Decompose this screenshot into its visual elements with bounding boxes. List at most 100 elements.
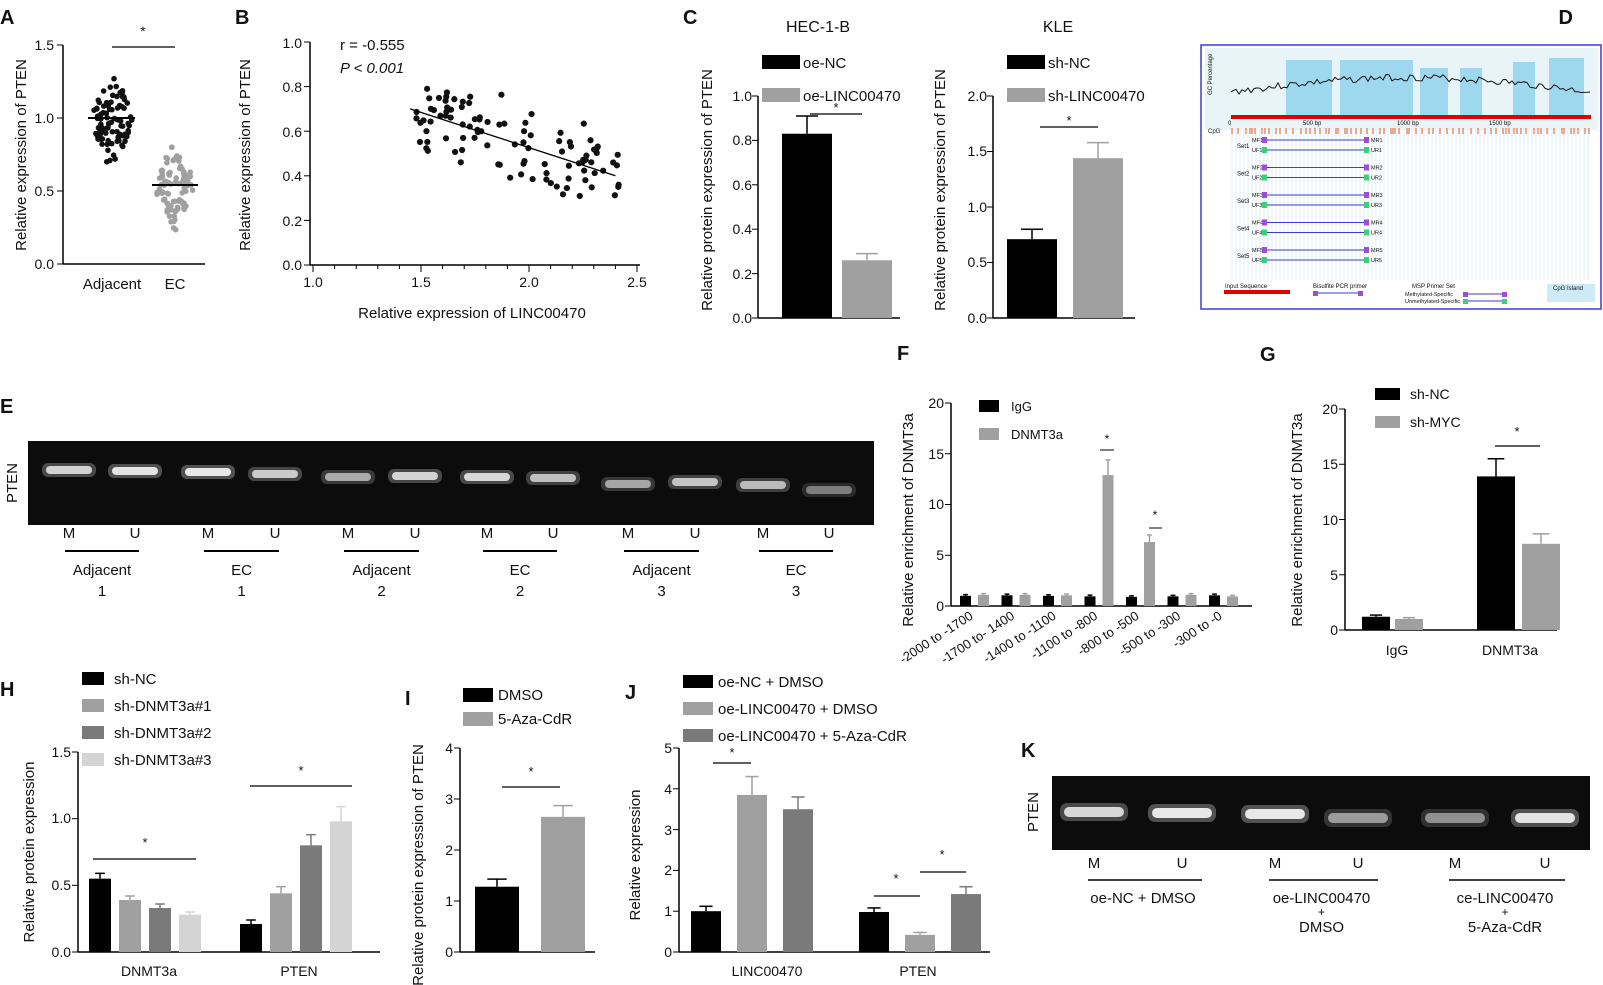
y-tick-label: 0.0 xyxy=(52,944,72,960)
gel-band xyxy=(530,474,576,482)
primer-label: UF1 xyxy=(1252,148,1262,154)
group-label: oe-LINC00470 xyxy=(1273,890,1371,907)
data-point xyxy=(420,117,427,124)
data-point xyxy=(172,226,179,233)
cpg-track-label: CpG xyxy=(1208,129,1221,135)
significance-star: * xyxy=(729,745,734,760)
significance-star: * xyxy=(939,847,944,862)
y-tick-label: 2 xyxy=(664,862,672,878)
panel-e: E PTEN M U M U M U M U M U M U Adjacent 1 EC 1 Adjacent 2… xyxy=(0,396,874,600)
significance-star: * xyxy=(1066,113,1071,128)
ruler-tick: 1500 bp xyxy=(1489,121,1511,127)
data-point xyxy=(576,192,583,200)
legend-primer-swatch xyxy=(1313,291,1318,296)
data-point xyxy=(181,206,188,213)
data-point xyxy=(154,190,161,197)
data-point xyxy=(108,99,114,106)
y-tick-label: 1.0 xyxy=(35,110,55,126)
y-tick-label: 0 xyxy=(1330,622,1338,638)
axis-ticks xyxy=(1339,408,1345,631)
legend-cpg-swatch xyxy=(1547,284,1595,302)
bar xyxy=(1167,596,1179,606)
bar xyxy=(119,900,141,952)
data-point xyxy=(591,169,598,177)
data-point xyxy=(558,148,566,155)
data-point xyxy=(424,138,431,146)
cpg-island xyxy=(1340,60,1413,116)
legend-label: oe-LINC00470 xyxy=(803,88,901,105)
primer-set-label: Set3 xyxy=(1237,199,1250,205)
y-tick-label: 0.0 xyxy=(283,257,303,273)
group-number: 1 xyxy=(237,583,245,600)
gel-band xyxy=(325,473,371,481)
data-point xyxy=(541,161,548,168)
legend-primer-swatch xyxy=(1463,292,1468,297)
data-point xyxy=(100,88,107,94)
y-tick-label: 0.4 xyxy=(733,221,753,237)
gel-band xyxy=(1064,807,1124,817)
legend-swatch xyxy=(1007,88,1045,102)
bars xyxy=(475,804,585,952)
data-point xyxy=(98,121,104,128)
data-point xyxy=(168,219,174,225)
lane-label: U xyxy=(270,525,281,542)
axis-ticks xyxy=(673,747,679,953)
panel-letter: D xyxy=(1559,7,1573,29)
legend-swatch xyxy=(1375,416,1400,428)
data-point xyxy=(166,213,173,220)
lane-label: M xyxy=(757,525,770,542)
y-tick-label: 4 xyxy=(664,781,672,797)
legend-label: sh-NC xyxy=(114,671,157,688)
legend-swatch xyxy=(683,675,713,688)
bar xyxy=(905,934,935,952)
group-number: 3 xyxy=(792,583,800,600)
data-point xyxy=(164,159,170,166)
data-point xyxy=(556,138,563,145)
scatter-points xyxy=(91,75,196,233)
data-point xyxy=(495,161,502,168)
primer-label: UR2 xyxy=(1371,176,1382,182)
legend-label: oe-LINC00470 + DMSO xyxy=(718,701,878,718)
primer-marker xyxy=(1364,229,1369,236)
y-axis-label: Relative expression xyxy=(627,790,644,921)
primer-label: MR1 xyxy=(1371,138,1383,144)
primer-label: UF3 xyxy=(1252,203,1262,209)
panel-g: G sh-NC sh-MYC 0 5 10 15 20 Relative enr… xyxy=(1260,344,1560,658)
legend-swatch xyxy=(1375,388,1400,400)
data-point xyxy=(176,154,183,161)
legend-swatch xyxy=(979,428,999,440)
data-point xyxy=(168,144,175,150)
primer-label: MF4 xyxy=(1252,221,1263,227)
legend-swatch xyxy=(683,729,713,742)
data-point xyxy=(177,163,184,170)
legend-swatch xyxy=(683,702,713,715)
primer-marker xyxy=(1262,147,1267,153)
y-tick-label: 0.2 xyxy=(283,213,303,229)
legend: sh-NC sh-DNMT3a#1 sh-DNMT3a#2 sh-DNMT3a#3 xyxy=(82,671,212,769)
lane-labels: M U M U M Uoe-NC + DMSO oe-LINC00470+DMSOce-LI… xyxy=(1088,855,1565,936)
y-tick-label: 5 xyxy=(664,740,672,756)
bar xyxy=(737,794,767,952)
data-point xyxy=(520,128,528,135)
data-point xyxy=(567,143,575,150)
primer-label: UR4 xyxy=(1371,231,1382,237)
primer-marker xyxy=(1262,247,1267,253)
bar xyxy=(1043,595,1054,606)
legend-label: oe-NC xyxy=(803,55,847,72)
bars xyxy=(960,459,1238,606)
data-point xyxy=(424,85,431,92)
y-tick-label: 1 xyxy=(664,903,672,919)
cpg-island xyxy=(1286,60,1332,116)
data-point xyxy=(103,110,110,117)
legend-unmethylated-label: Unmethylated-Specific xyxy=(1405,299,1460,305)
y-axis-label: Relative expression of PTEN xyxy=(237,59,254,251)
y-tick-label: 0.6 xyxy=(283,124,303,140)
data-point xyxy=(96,136,103,142)
y-tick-label: 3 xyxy=(664,822,672,838)
data-point xyxy=(528,110,535,118)
x-tick-label: DNMT3a xyxy=(121,963,177,979)
y-tick-label: 15 xyxy=(1322,456,1338,472)
y-tick-label: 1.5 xyxy=(52,744,72,760)
bar xyxy=(89,878,111,952)
legend-input-swatch xyxy=(1224,290,1290,294)
